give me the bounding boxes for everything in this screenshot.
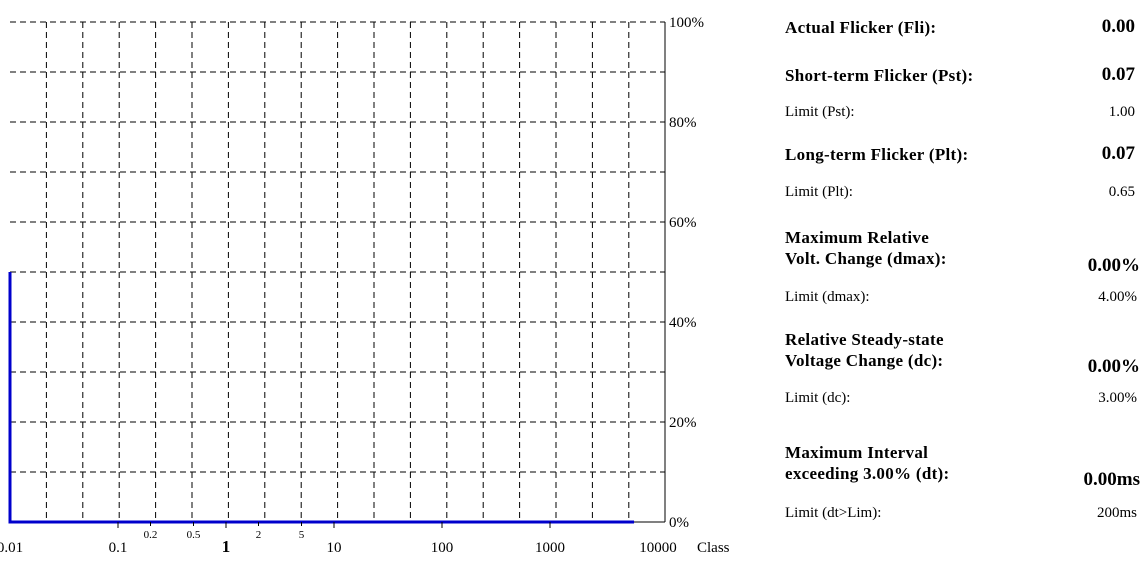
dt-limit-label: Limit (dt>Lim): (785, 505, 882, 521)
dc-limit-label: Limit (dc): (785, 390, 851, 406)
chart-series (8, 272, 635, 524)
pst-limit-value: 1.00 (1108, 104, 1135, 120)
x-minor-tick-label: 0.5 (187, 529, 201, 541)
dmax-value: 0.00% (1087, 255, 1140, 276)
y-axis-labels: 0% 20% 40% 60% 80% 100% (669, 15, 704, 531)
flicker-metrics-panel: Actual Flicker (Fli): 0.00 Short-term Fl… (780, 0, 1140, 563)
pst-limit-label: Limit (Pst): (785, 104, 855, 120)
pst-value: 0.07 (1101, 64, 1135, 85)
y-tick-label: 100% (669, 15, 704, 31)
y-tick-label: 40% (669, 315, 697, 331)
dc-label-line2: Voltage Change (dc): (785, 351, 944, 370)
dc-label-line1: Relative Steady-state (785, 330, 944, 349)
x-axis-labels: 0.01 0.1 1 10 100 1000 10000 0.2 0.5 2 5 Class (0, 522, 730, 556)
dc-value: 0.00% (1087, 356, 1140, 377)
fli-label: Actual Flicker (Fli): (785, 18, 937, 37)
x-minor-tick-label: 5 (299, 529, 305, 541)
y-tick-label: 80% (669, 115, 697, 131)
dmax-label-line1: Maximum Relative (785, 228, 930, 247)
dt-limit-value: 200ms (1096, 505, 1137, 521)
x-tick-label: 1000 (535, 540, 565, 556)
dmax-limit-value: 4.00% (1098, 289, 1137, 305)
x-minor-tick-label: 0.2 (144, 529, 158, 541)
plt-label: Long-term Flicker (Plt): (785, 145, 969, 164)
dt-value: 0.00ms (1083, 469, 1140, 490)
plt-limit-label: Limit (Plt): (785, 184, 853, 200)
fli-value: 0.00 (1101, 16, 1135, 37)
dt-label-line2: exceeding 3.00% (dt): (785, 464, 950, 483)
x-axis-label: Class (697, 540, 730, 556)
dc-limit-value: 3.00% (1098, 390, 1137, 406)
x-tick-label: 10000 (639, 540, 677, 556)
x-tick-label: 0.1 (109, 540, 128, 556)
flicker-class-chart: 0% 20% 40% 60% 80% 100% 0.01 0.1 1 10 100 1000 1000… (0, 15, 730, 556)
x-tick-label: 100 (431, 540, 454, 556)
x-tick-label: 1 (222, 537, 231, 556)
x-minor-tick-label: 2 (256, 529, 262, 541)
chart-grid (10, 21, 666, 523)
y-tick-label: 0% (669, 515, 689, 531)
pst-label: Short-term Flicker (Pst): (785, 66, 974, 85)
x-tick-label: 10 (327, 540, 342, 556)
plt-limit-value: 0.65 (1108, 184, 1135, 200)
series-line (8, 272, 635, 524)
dmax-limit-label: Limit (dmax): (785, 289, 870, 305)
dmax-label-line2: Volt. Change (dmax): (785, 249, 947, 268)
dt-label-line1: Maximum Interval (785, 443, 929, 462)
y-tick-label: 60% (669, 215, 697, 231)
x-tick-label: 0.01 (0, 540, 23, 556)
y-tick-label: 20% (669, 415, 697, 431)
plt-value: 0.07 (1101, 143, 1135, 164)
